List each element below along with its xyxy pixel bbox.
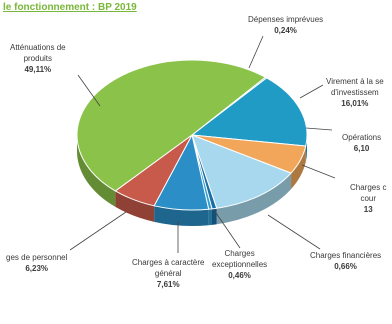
leader-depenses — [248, 35, 264, 69]
label-operations: Opérations 6,10 — [342, 132, 381, 154]
leader-exceptionnelles — [213, 209, 241, 249]
slice-side-charges-de-personnel — [115, 190, 155, 222]
label-general-value: 7,61% — [156, 280, 180, 289]
label-personnel-text: ges de personnel — [6, 253, 68, 262]
label-attenuations-line2: produits — [23, 54, 53, 63]
leader-financieres — [267, 214, 321, 250]
label-virement-line1: Virement à la se — [326, 77, 384, 86]
label-attenuations: Atténuations de produits 49,11% — [10, 42, 66, 75]
label-financieres-value: 0,66% — [334, 262, 357, 271]
slice-attenuations-de-produits — [76, 59, 267, 192]
label-financieres-text: Charges financières — [310, 251, 382, 260]
slice-side-charges-a-caractere-general — [154, 205, 209, 226]
label-general-line1: Charges à caractère — [132, 258, 205, 267]
label-personnel: ges de personnel 6,23% — [6, 252, 67, 274]
leader-gestion — [301, 164, 336, 179]
label-operations-text: Opérations — [342, 133, 382, 142]
label-exceptionnelles-value: 0,46% — [228, 271, 251, 280]
slice-charges-de-gestion-courante — [191, 134, 292, 209]
leader-attenuations — [77, 74, 101, 107]
label-gestion-line2: cour — [360, 194, 377, 203]
leader-virement — [299, 84, 324, 99]
label-personnel-value: 6,23% — [25, 264, 49, 273]
slice-side-charges-exceptionnelles — [208, 208, 212, 226]
label-gestion-line1: Charges c — [350, 183, 387, 192]
chart-title: le fonctionnement : BP 2019 — [3, 2, 137, 13]
label-virement: Virement à la se d'investissem 16,01% — [326, 76, 384, 109]
slice-virement-a-la-section-d-investissement — [190, 77, 308, 147]
leader-operations — [305, 127, 333, 131]
slice-side-attenuations-de-produits — [77, 135, 116, 207]
label-depenses-value: 0,24% — [274, 26, 297, 35]
label-gestion-value: 13 — [363, 205, 373, 214]
label-attenuations-line1: Atténuations de — [10, 43, 66, 52]
label-gestion: Charges c cour 13 — [350, 182, 386, 215]
label-general: Charges à caractère général 7,61% — [132, 257, 204, 290]
label-general-line2: général — [154, 269, 182, 278]
label-exceptionnelles-line1: Charges — [224, 249, 255, 258]
label-financieres: Charges financières 0,66% — [310, 250, 381, 272]
label-depenses-text: Dépenses imprévues — [248, 15, 324, 24]
label-virement-value: 16,01% — [341, 99, 369, 108]
label-exceptionnelles-line2: exceptionnelles — [212, 260, 268, 269]
label-virement-line2: d'investissem — [330, 88, 379, 97]
label-attenuations-value: 49,11% — [24, 65, 52, 74]
leader-personnel — [69, 211, 127, 251]
label-operations-value: 6,10 — [353, 144, 370, 153]
label-depenses-imprevues: Dépenses imprévues 0,24% — [248, 14, 323, 36]
label-exceptionnelles: Charges exceptionnelles 0,46% — [212, 248, 267, 281]
